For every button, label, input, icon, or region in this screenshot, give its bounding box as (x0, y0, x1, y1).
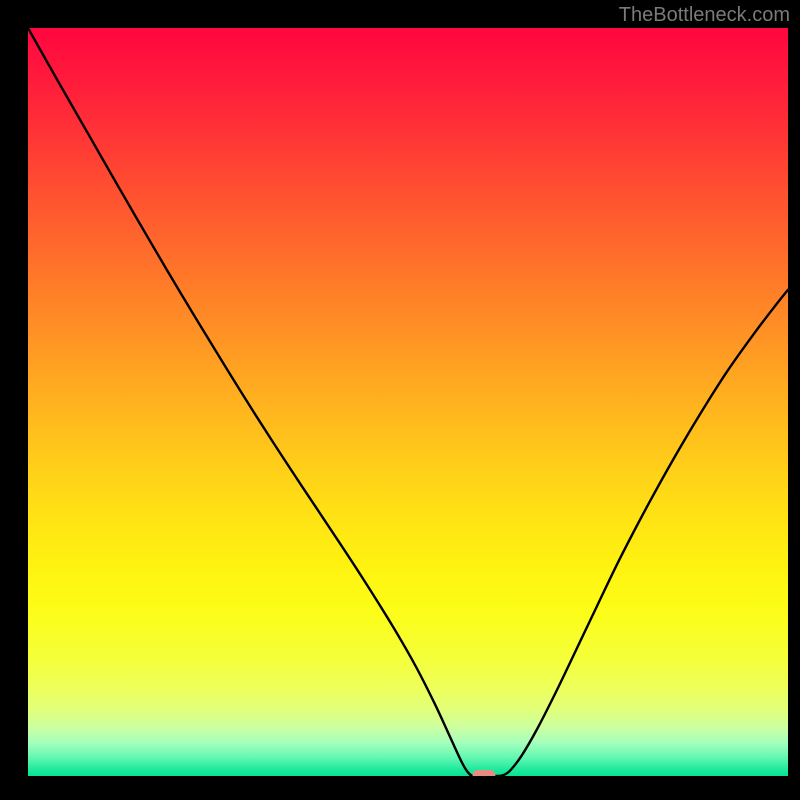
bottleneck-curve (28, 28, 788, 776)
optimum-marker (473, 770, 496, 776)
watermark-text: TheBottleneck.com (619, 4, 790, 27)
chart-container: TheBottleneck.com (0, 0, 800, 800)
curve-layer (28, 28, 788, 776)
plot-area (28, 28, 788, 776)
